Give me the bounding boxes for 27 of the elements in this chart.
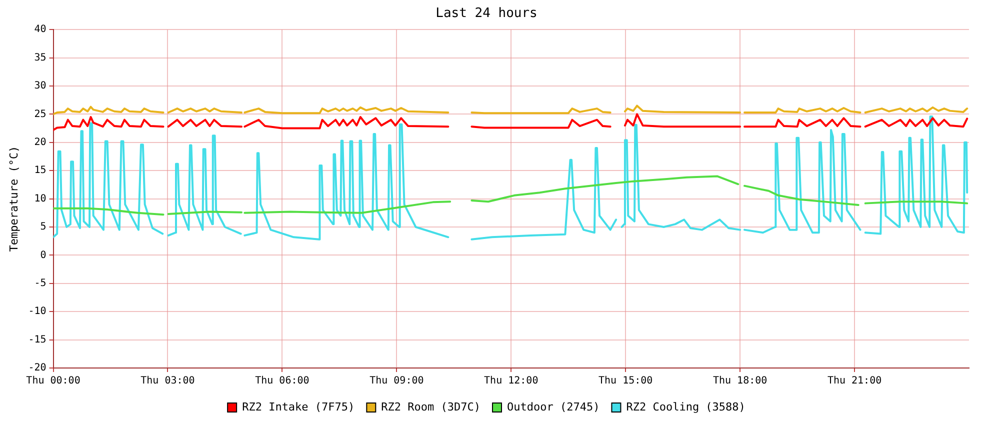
x-tick-label: Thu 09:00 [370,376,424,387]
y-tick-label: 5 [40,222,46,233]
y-tick-label: -20 [28,362,46,374]
y-tick-label: 0 [40,250,46,261]
y-tick-label: 15 [34,165,46,176]
x-tick-label: Thu 15:00 [598,376,653,387]
legend-label: RZ2 Intake (7F75) [242,400,355,414]
legend-label: Outdoor (2745) [507,400,600,414]
chart-title: Last 24 hours [436,6,538,22]
x-tick-label: Thu 03:00 [140,376,195,387]
y-tick-label: 25 [34,108,46,120]
y-tick-label: -5 [34,278,46,289]
y-tick-label: 30 [34,80,46,92]
x-tick-label: Thu 00:00 [26,376,80,387]
x-tick-label: Thu 18:00 [712,376,768,387]
y-axis-title: Temperature (°C) [7,146,20,252]
legend-label: RZ2 Cooling (3588) [626,400,746,414]
legend-label: RZ2 Room (3D7C) [381,400,481,414]
y-tick-label: -10 [28,306,46,318]
y-tick-label: 40 [34,24,46,36]
x-tick-label: Thu 06:00 [255,376,310,387]
y-tick-label: 20 [34,136,46,148]
y-tick-label: 10 [34,193,46,204]
x-tick-label: Thu 12:00 [484,376,538,387]
y-tick-label: -15 [28,334,46,346]
y-tick-label: 35 [34,52,46,64]
x-tick-label: Thu 21:00 [827,376,882,387]
